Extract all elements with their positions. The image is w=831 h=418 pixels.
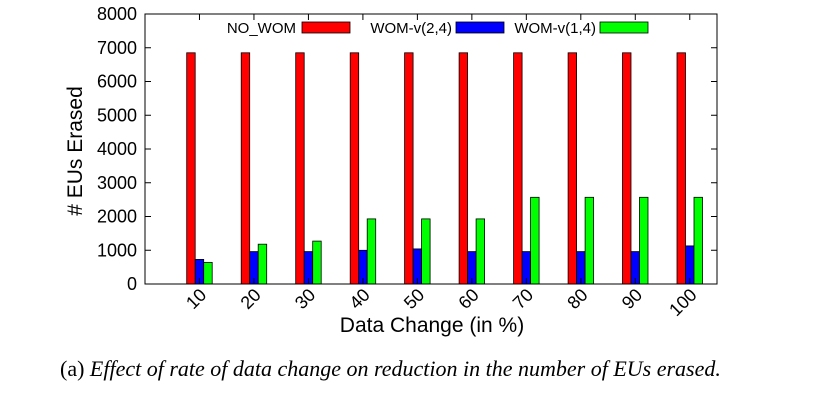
bar-NO_WOM-30 (295, 52, 305, 285)
bar-WOM-v(1,4)-40 (366, 218, 377, 285)
y-tick-label: 6000 (97, 72, 137, 92)
bar-NO_WOM-70 (513, 52, 523, 285)
legend-label: WOM-v(1,4) (514, 20, 596, 37)
x-tick-label: 60 (454, 285, 482, 313)
bar-NO_WOM-10 (186, 52, 196, 285)
bar-NO_WOM-100 (676, 52, 686, 285)
bar-WOM-v(1,4)-80 (584, 196, 594, 285)
bar-WOM-v(1,4)-10 (203, 261, 213, 285)
y-tick-label: 0 (127, 274, 137, 294)
x-tick-label: 40 (345, 285, 373, 313)
bar-WOM-v(1,4)-90 (639, 196, 649, 285)
bar-WOM-v(1,4)-30 (312, 240, 322, 285)
y-axis-title: # EUs Erased (64, 86, 87, 216)
x-tick-label: 20 (237, 285, 265, 313)
bar-WOM-v(1,4)-100 (693, 196, 703, 285)
y-tick-label: 7000 (97, 38, 137, 58)
y-tick-label: 3000 (97, 173, 137, 193)
x-tick-label: 30 (291, 285, 319, 313)
bar-chart: 0 1000 2000 3000 4000 5000 6000 7000 8000 10 20 30 4… (64, 4, 718, 337)
bar-NO_WOM-20 (240, 52, 251, 285)
caption-label: (a) (60, 356, 85, 381)
y-tick-label: 1000 (97, 240, 137, 260)
bar-WOM-v(1,4)-70 (530, 196, 540, 285)
y-tick-label: 2000 (97, 207, 137, 227)
x-tick-label: 100 (665, 285, 700, 320)
bar-NO_WOM-80 (567, 52, 577, 285)
bar-NO_WOM-90 (622, 52, 632, 285)
caption-text: Effect of rate of data change on reducti… (89, 356, 721, 381)
bar-NO_WOM-40 (349, 52, 360, 285)
y-tick-label: 4000 (97, 139, 137, 159)
bar-WOM-v(1,4)-60 (475, 218, 486, 285)
legend-label: NO_WOM (227, 20, 296, 37)
bars-layer (186, 52, 703, 285)
y-tick-label: 8000 (97, 4, 137, 24)
x-tick-label: 70 (509, 285, 537, 313)
x-tick-label: 80 (563, 285, 591, 313)
bar-WOM-v(1,4)-50 (421, 218, 431, 285)
bar-NO_WOM-50 (404, 52, 414, 285)
x-axis-title: Data Change (in %) (340, 314, 524, 337)
legend-label: WOM-v(2,4) (370, 20, 452, 37)
figure-caption: (a) Effect of rate of data change on red… (60, 354, 780, 384)
bar-WOM-v(1,4)-20 (257, 243, 268, 285)
bar-NO_WOM-60 (458, 52, 469, 285)
x-tick-label: 10 (182, 285, 210, 313)
y-tick-label: 5000 (97, 105, 137, 125)
legend-swatch (455, 21, 505, 34)
x-tick-label: 90 (618, 285, 646, 313)
legend-swatch (301, 21, 351, 34)
legend-swatch (599, 21, 649, 34)
x-tick-label: 50 (400, 285, 428, 313)
legend: NO_WOM WOM-v(2,4) WOM-v(1,4) (227, 20, 649, 37)
